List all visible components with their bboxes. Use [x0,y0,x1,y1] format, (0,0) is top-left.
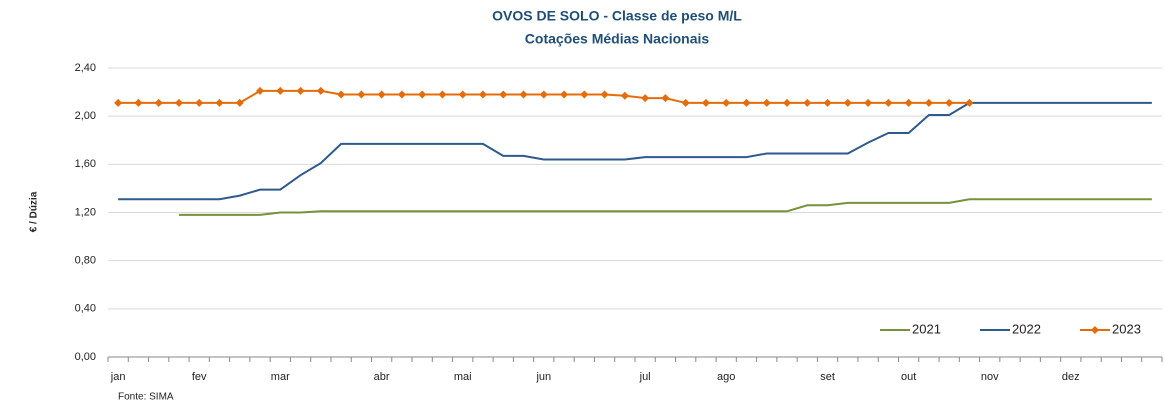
point-marker [904,98,913,107]
legend-label: 2023 [1112,321,1141,336]
point-marker [681,98,690,107]
point-marker [722,98,731,107]
point-marker [276,86,285,95]
point-marker [478,90,487,99]
chart-subtitle: Cotações Médias Nacionais [525,31,710,47]
point-marker [438,90,447,99]
point-marker [215,98,224,107]
y-tick-label: 0,80 [75,255,96,267]
point-marker [701,98,710,107]
point-marker [620,91,629,100]
point-marker [134,98,143,107]
chart-title: OVOS DE SOLO - Classe de peso M/L [492,8,742,24]
point-marker [296,86,305,95]
point-marker [600,90,609,99]
series-line [118,101,1152,201]
point-marker [316,86,325,95]
point-marker [499,90,508,99]
point-marker [661,94,670,103]
point-marker [864,98,873,107]
point-marker [337,90,346,99]
point-marker [884,98,893,107]
point-marker [539,90,548,99]
y-tick-label: 1,60 [75,158,96,170]
point-marker [397,90,406,99]
point-marker [235,98,244,107]
x-tick-label: mar [271,371,290,383]
y-tick-label: 2,00 [75,110,96,122]
y-tick-label: 0,40 [75,303,96,315]
y-tick-label: 2,40 [75,62,96,74]
point-marker [965,98,974,107]
point-marker [823,98,832,107]
point-marker [843,98,852,107]
legend-label: 2021 [912,321,941,336]
point-marker [742,98,751,107]
point-marker [458,90,467,99]
point-marker [762,98,771,107]
x-tick-label: ago [717,371,735,383]
point-marker [418,90,427,99]
point-marker [154,98,163,107]
point-marker [357,90,366,99]
point-marker [560,90,569,99]
point-marker [783,98,792,107]
y-tick-label: 1,20 [75,206,96,218]
x-tick-label: abr [374,371,390,383]
x-tick-label: dez [1062,371,1080,383]
source: Fonte: SIMA [118,392,174,403]
x-tick-label: mai [454,371,472,383]
x-tick-label: set [820,371,835,383]
legend-label: 2022 [1012,321,1041,336]
x-tick-label: nov [981,371,999,383]
point-marker [114,98,123,107]
series-line [178,198,1152,216]
point-marker [519,90,528,99]
x-tick-label: out [901,371,916,383]
x-tick-label: jan [110,371,126,383]
x-tick-label: jun [535,371,551,383]
point-marker [641,94,650,103]
x-tick-label: fev [192,371,207,383]
point-marker [580,90,589,99]
y-axis-label: € / Dúzia [29,191,40,232]
x-tick-label: jul [639,371,651,383]
point-marker [256,86,265,95]
y-tick-label: 0,00 [75,351,96,363]
point-marker [377,90,386,99]
point-marker [195,98,204,107]
point-marker [945,98,954,107]
point-marker [924,98,933,107]
point-marker [803,98,812,107]
legend-marker [1091,326,1099,334]
point-marker [174,98,183,107]
